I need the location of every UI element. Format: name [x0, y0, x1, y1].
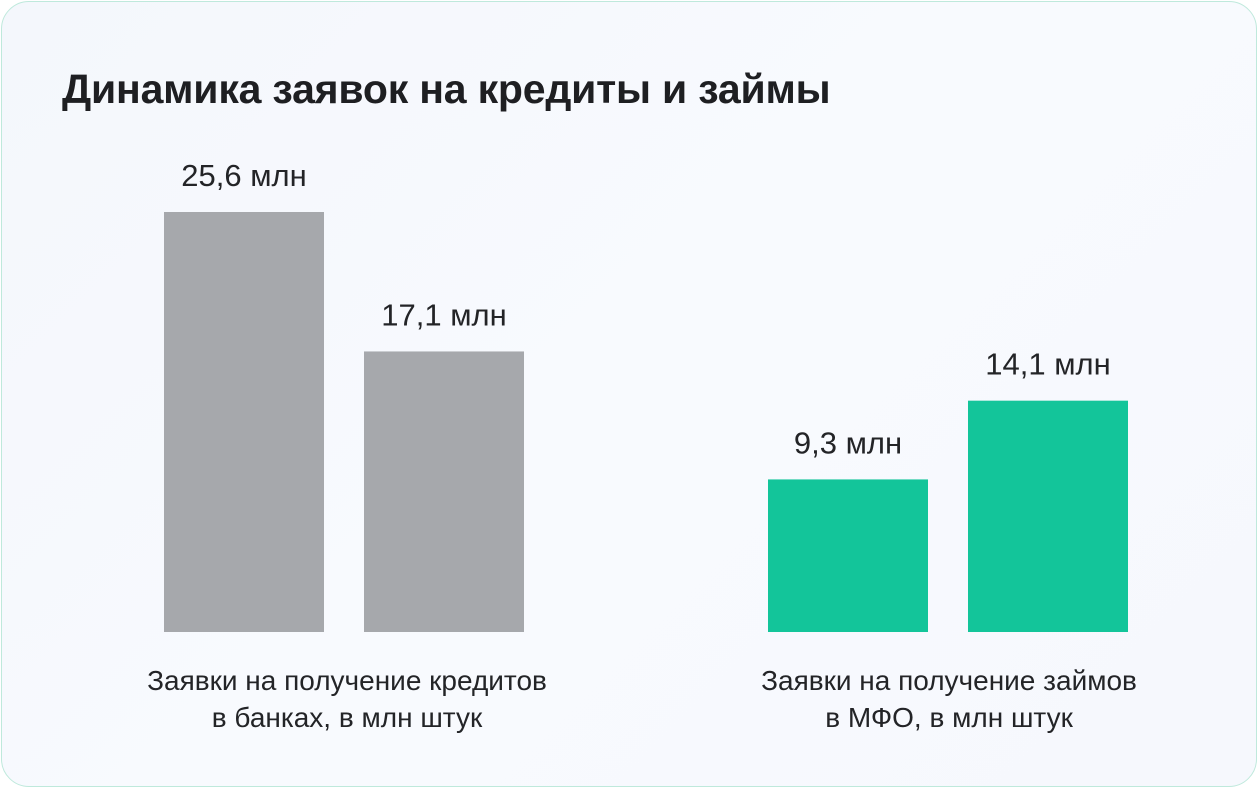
bar-mfo-2	[968, 400, 1128, 632]
bar-mfo-1	[768, 479, 928, 632]
group-label-mfo: Заявки на получение займов в МФО, в млн …	[669, 662, 1229, 736]
bar-label-mfo-1: 9,3 млн	[794, 425, 902, 460]
bar-label-banks-1: 25,6 млн	[181, 158, 306, 193]
group-label-banks: Заявки на получение кредитов в банках, в…	[67, 662, 627, 736]
group-label-mfo-line-1: Заявки на получение займов	[761, 665, 1137, 696]
group-label-banks-line-2: в банках, в млн штук	[211, 702, 483, 733]
group-label-banks-line-1: Заявки на получение кредитов	[147, 665, 547, 696]
bar-label-mfo-2: 14,1 млн	[985, 347, 1110, 382]
bar-label-banks-2: 17,1 млн	[381, 297, 506, 332]
bar-banks-2	[364, 351, 524, 632]
bar-banks-1	[164, 212, 324, 632]
group-label-mfo-line-2: в МФО, в млн штук	[825, 702, 1073, 733]
chart-title: Динамика заявок на кредиты и займы	[62, 66, 831, 112]
